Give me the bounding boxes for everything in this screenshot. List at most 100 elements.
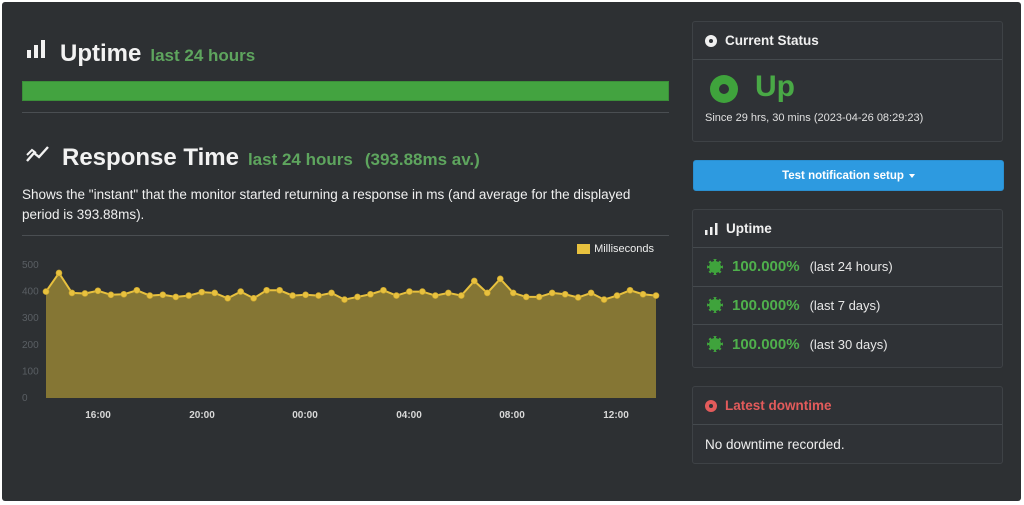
uptime-percent: 100.000%: [732, 258, 800, 276]
data-point: [496, 275, 504, 283]
data-point: [42, 288, 50, 295]
data-point: [237, 288, 244, 295]
data-point: [535, 293, 543, 301]
data-point: [315, 292, 322, 299]
data-point: [419, 288, 426, 295]
uptime-period: (last 30 days): [809, 336, 888, 352]
data-point: [509, 289, 517, 297]
status-circle-icon: [705, 34, 717, 47]
data-point: [548, 289, 556, 297]
data-point: [445, 289, 452, 297]
test-notification-button[interactable]: Test notification setup: [693, 160, 1004, 191]
data-point: [458, 292, 465, 299]
gear-icon: [707, 297, 723, 314]
y-tick-label: 0: [22, 393, 28, 404]
uptime-row: 100.000% (last 24 hours): [693, 248, 1002, 287]
data-point: [380, 286, 387, 294]
divider: [22, 112, 669, 113]
uptime-bar: [22, 81, 669, 101]
response-title: Response Time: [62, 144, 239, 171]
data-point: [263, 286, 270, 294]
chart-legend[interactable]: Milliseconds: [577, 243, 654, 255]
data-point: [652, 292, 660, 299]
data-point: [146, 292, 154, 299]
uptime-card-header: Uptime: [693, 210, 1002, 248]
divider: [22, 235, 669, 236]
x-tick-label: 16:00: [85, 410, 111, 421]
series-area: [46, 272, 656, 398]
status-body: Up Since 29 hrs, 30 mins (2023-04-26 08:…: [693, 60, 1002, 136]
data-point: [276, 286, 283, 294]
response-chart: 500 400 300 200 100 0 16:00 20:00 00:00 04:00 08:0…: [22, 239, 670, 429]
data-point: [600, 296, 608, 303]
legend-swatch: [577, 244, 591, 254]
x-tick-label: 12:00: [603, 410, 629, 421]
status-value: Up: [755, 70, 795, 103]
legend-label: Milliseconds: [594, 243, 654, 255]
bar-chart-icon: [705, 222, 718, 235]
gear-icon: [707, 258, 723, 275]
data-point: [55, 269, 63, 277]
uptime-heading: Uptime last 24 hours: [26, 40, 255, 68]
y-tick-label: 200: [22, 340, 39, 351]
status-since: Since 29 hrs, 30 mins (2023-04-26 08:29:…: [705, 112, 924, 124]
latest-downtime-title: Latest downtime: [725, 398, 832, 413]
data-point: [107, 291, 115, 299]
x-tick-label: 00:00: [292, 410, 318, 421]
bar-chart-icon: [26, 39, 48, 64]
x-tick-label: 08:00: [499, 410, 525, 421]
data-point: [470, 277, 478, 285]
uptime-period: (last 7 days): [809, 297, 881, 313]
data-point: [522, 293, 530, 301]
uptime-percent: 100.000%: [732, 296, 800, 314]
uptime-period: (last 24 hours): [809, 259, 893, 275]
uptime-title: Uptime: [60, 40, 142, 67]
response-subtitle: last 24 hours: [247, 150, 353, 169]
alert-circle-icon: [705, 399, 717, 412]
gear-icon: [707, 336, 723, 353]
data-point: [120, 290, 128, 298]
caret-down-icon: [908, 173, 915, 178]
data-point: [302, 291, 309, 299]
data-point: [198, 288, 206, 296]
y-tick-label: 400: [22, 287, 39, 298]
left-column: Uptime last 24 hours Response Time last …: [22, 2, 670, 501]
data-point: [133, 286, 141, 294]
data-point: [250, 294, 257, 302]
data-point: [185, 292, 193, 299]
data-point: [561, 290, 569, 298]
data-point: [587, 289, 595, 297]
latest-downtime-card: Latest downtime No downtime recorded.: [692, 386, 1003, 464]
test-notification-label: Test notification setup: [782, 169, 904, 182]
data-point: [613, 292, 621, 299]
x-tick-label: 04:00: [396, 410, 422, 421]
response-description: Shows the "instant" that the monitor sta…: [22, 187, 631, 222]
y-tick-label: 300: [22, 313, 39, 324]
data-point: [393, 292, 400, 299]
response-average: (393.88ms av.): [364, 150, 480, 169]
data-point: [639, 290, 647, 298]
data-point: [354, 293, 361, 301]
data-point: [574, 294, 582, 301]
uptime-row: 100.000% (last 7 days): [693, 287, 1002, 325]
uptime-subtitle: last 24 hours: [150, 46, 256, 65]
data-point: [224, 294, 232, 302]
data-point: [328, 289, 335, 297]
latest-downtime-header: Latest downtime: [693, 387, 1002, 425]
data-point: [68, 289, 76, 297]
response-heading: Response Time last 24 hours (393.88ms av…: [26, 144, 480, 172]
data-point: [172, 293, 180, 301]
x-tick-label: 20:00: [189, 410, 215, 421]
data-point: [94, 287, 102, 295]
uptime-percent: 100.000%: [732, 335, 800, 353]
data-point: [211, 289, 219, 297]
up-circle-icon: [710, 75, 738, 103]
uptime-card: Uptime 100.000% (last 24 hours) 100.000%…: [692, 209, 1003, 368]
uptime-row: 100.000% (last 30 days): [693, 325, 1002, 364]
data-point: [432, 292, 439, 299]
data-point: [626, 286, 634, 294]
line-chart-icon: [26, 144, 50, 169]
current-status-header: Current Status: [693, 22, 1002, 60]
downtime-message: No downtime recorded.: [705, 436, 845, 452]
